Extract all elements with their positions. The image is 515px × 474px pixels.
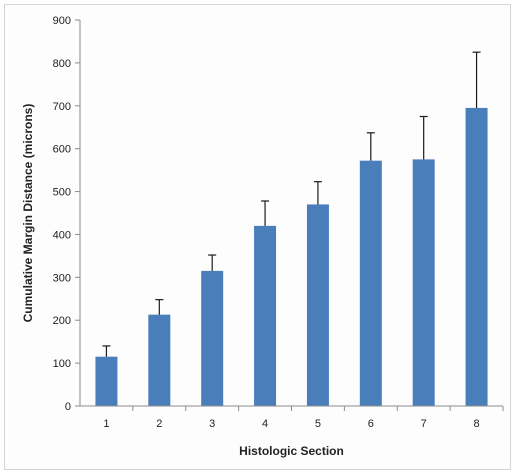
y-tick-label: 300 bbox=[53, 272, 71, 284]
bar-8 bbox=[465, 107, 488, 406]
y-tick-label: 100 bbox=[53, 358, 71, 370]
y-tick-label: 0 bbox=[65, 401, 71, 413]
x-tick-label: 1 bbox=[103, 418, 109, 430]
bar-6 bbox=[359, 160, 382, 406]
y-tick-label: 400 bbox=[53, 229, 71, 241]
bars bbox=[95, 107, 488, 406]
x-tick-label: 2 bbox=[156, 418, 162, 430]
x-tick-label: 5 bbox=[315, 418, 321, 430]
bar-1 bbox=[95, 356, 118, 406]
x-tick-label: 4 bbox=[262, 418, 268, 430]
x-axis-ticks: 1 2 3 4 5 6 7 8 bbox=[103, 406, 504, 430]
y-axis-title: Cumulative Margin Distance (microns) bbox=[21, 104, 35, 323]
y-tick-label: 900 bbox=[53, 15, 71, 27]
y-tick-label: 600 bbox=[53, 144, 71, 156]
y-tick-label: 800 bbox=[53, 58, 71, 70]
error-bars bbox=[102, 51, 481, 357]
y-tick-label: 200 bbox=[53, 315, 71, 327]
x-tick-label: 7 bbox=[421, 418, 427, 430]
y-axis-ticks: 0 100 200 300 400 500 600 700 800 900 bbox=[53, 15, 80, 413]
bar-5 bbox=[306, 204, 329, 406]
bar-2 bbox=[148, 314, 171, 406]
y-tick-label: 500 bbox=[53, 187, 71, 199]
x-tick-label: 8 bbox=[474, 418, 480, 430]
bar-7 bbox=[412, 159, 435, 406]
x-tick-label: 6 bbox=[368, 418, 374, 430]
bar-3 bbox=[201, 270, 224, 406]
x-axis-title: Histologic Section bbox=[239, 444, 344, 458]
bar-4 bbox=[254, 225, 277, 406]
y-tick-label: 700 bbox=[53, 101, 71, 113]
x-tick-label: 3 bbox=[209, 418, 215, 430]
